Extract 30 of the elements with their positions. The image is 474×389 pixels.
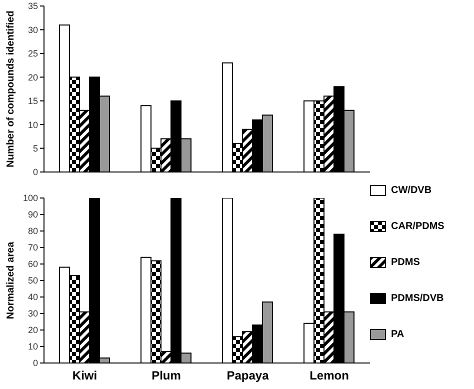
y-tick-label: 50 xyxy=(28,276,38,286)
legend-label: CAR/PDMS xyxy=(391,220,444,232)
x-tick-label: Lemon xyxy=(310,368,349,383)
legend-label: PDMS xyxy=(391,256,420,268)
x-tick-label: Papaya xyxy=(226,368,270,383)
legend-label: PA xyxy=(391,328,404,340)
y-tick-label: 90 xyxy=(28,210,38,220)
y-tick-label: 100 xyxy=(22,193,38,204)
y-tick-label: 60 xyxy=(28,259,38,270)
y-tick-label: 20 xyxy=(28,325,38,336)
legend-label: PDMS/DVB xyxy=(391,292,444,304)
x-tick-label: Plum xyxy=(152,368,181,383)
y-axis-title: Normalized area xyxy=(6,241,17,320)
y-tick-label: 30 xyxy=(28,308,38,319)
y-tick-label: 40 xyxy=(28,292,38,302)
y-tick-label: 10 xyxy=(28,342,38,352)
y-axis-title: Number of compounds identified xyxy=(6,10,17,168)
y-tick-label: 70 xyxy=(28,242,38,253)
y-tick-label: 0 xyxy=(32,358,38,368)
y-tick-label: 35 xyxy=(28,1,38,12)
y-tick-label: 20 xyxy=(28,72,38,82)
legend-label: CW/DVB xyxy=(391,184,432,196)
y-tick-label: 25 xyxy=(28,48,38,59)
y-tick-label: 80 xyxy=(28,226,38,236)
x-tick-label: Kiwi xyxy=(72,368,98,383)
y-tick-label: 10 xyxy=(28,120,38,130)
y-tick-label: 5 xyxy=(32,143,38,154)
y-tick-label: 30 xyxy=(28,24,38,35)
y-tick-label: 15 xyxy=(28,96,38,106)
y-tick-label: 0 xyxy=(32,167,38,178)
